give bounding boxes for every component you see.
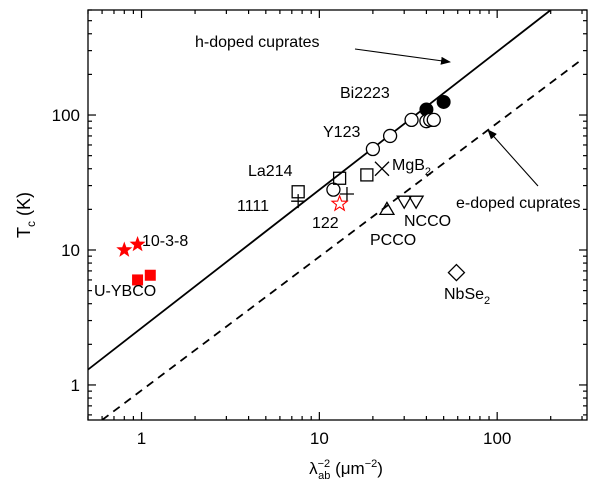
x-axis-sup: −2 — [318, 458, 331, 470]
arrow-e-doped-cuprates — [487, 129, 539, 187]
label-nbse: NbSe2 — [444, 286, 490, 307]
annotations: h-doped cuprates e-doped cuprates Bi2223 Y1… — [94, 34, 581, 307]
plot-frame — [87, 9, 588, 421]
label-u-ybco: U-YBCO — [94, 283, 156, 300]
label-h-doped-cuprates: h-doped cuprates — [195, 34, 320, 51]
10-3-8-point — [129, 235, 146, 252]
nbse2-point — [447, 263, 466, 282]
y123-point — [326, 182, 341, 197]
y-axis-sub: c — [24, 221, 38, 227]
label-subscript: 2 — [484, 295, 490, 307]
tick-labels: 1 10 100 1 10 100 — [52, 106, 512, 448]
y123-point — [382, 128, 398, 144]
label-text: La214 — [248, 163, 293, 180]
10-3-8-point — [116, 241, 133, 257]
label-text: Y123 — [323, 124, 360, 141]
y123-point — [426, 112, 441, 128]
label-ncco: NCCO — [404, 213, 451, 230]
label-mgb: MgB2 — [392, 157, 431, 178]
x-tick-label: 1 — [137, 429, 146, 448]
x-tick-label: 10 — [310, 429, 329, 448]
x-tick-label: 100 — [483, 429, 511, 448]
x-axis-title: λ−2 ab (μm−2) — [309, 458, 383, 482]
label-text: h-doped cuprates — [195, 34, 320, 51]
label-text: U-YBCO — [94, 283, 156, 300]
label-text: 122 — [312, 215, 339, 232]
label-10-3-8: 10-3-8 — [142, 233, 188, 250]
la214-point — [332, 171, 347, 185]
y-axis-title: Tc (K) — [14, 192, 38, 238]
mgb2-point — [374, 161, 390, 177]
x-axis-close: ) — [377, 459, 383, 478]
y123-point — [365, 141, 381, 157]
label-text: PCCO — [370, 232, 416, 249]
x-axis-units-sup: −2 — [365, 458, 378, 470]
label-text: 1111 — [237, 198, 269, 215]
h-doped-fit-line — [88, 10, 552, 371]
ncco-point — [396, 195, 413, 210]
bi2223-point — [436, 94, 451, 109]
y-tick-label: 1 — [71, 376, 80, 395]
label-text: NbSe — [444, 286, 484, 303]
axis-ticks — [87, 9, 587, 420]
x-axis-lambda: λ — [309, 459, 318, 478]
x-axis-sub: ab — [318, 470, 330, 482]
label-text: Bi2223 — [340, 85, 390, 102]
label-text: NCCO — [404, 213, 451, 230]
label-text: MgB — [392, 157, 425, 174]
label-text: e-doped cuprates — [456, 195, 581, 212]
la214-point — [360, 168, 374, 182]
label-la214: La214 — [248, 163, 293, 180]
label-bi2223: Bi2223 — [340, 85, 390, 102]
label-122: 122 — [312, 215, 339, 232]
x-axis-units: (μm — [330, 459, 364, 478]
y-axis-units: (K) — [14, 192, 34, 221]
data-markers — [116, 94, 466, 286]
label-1111: 1111 — [237, 198, 269, 215]
pcco-point — [378, 201, 396, 216]
y123-point — [404, 112, 419, 128]
y-axis-T: T — [14, 227, 34, 238]
fit-lines — [88, 10, 580, 420]
u-ybco-point — [132, 274, 144, 286]
1111-point — [291, 194, 306, 209]
y-tick-label: 10 — [61, 241, 80, 260]
label-y123: Y123 — [323, 124, 360, 141]
ncco-point — [407, 195, 425, 210]
u-ybco-point — [144, 269, 156, 281]
122-point — [330, 194, 349, 212]
label-text: 10-3-8 — [142, 233, 188, 250]
e-doped-fit-line — [101, 60, 580, 420]
label-pcco: PCCO — [370, 232, 416, 249]
y-tick-label: 100 — [52, 106, 80, 125]
label-subscript: 2 — [425, 166, 431, 178]
1111-point — [339, 186, 354, 201]
arrow-h-doped-cuprates — [354, 48, 451, 65]
label-e-doped-cuprates: e-doped cuprates — [456, 195, 581, 212]
